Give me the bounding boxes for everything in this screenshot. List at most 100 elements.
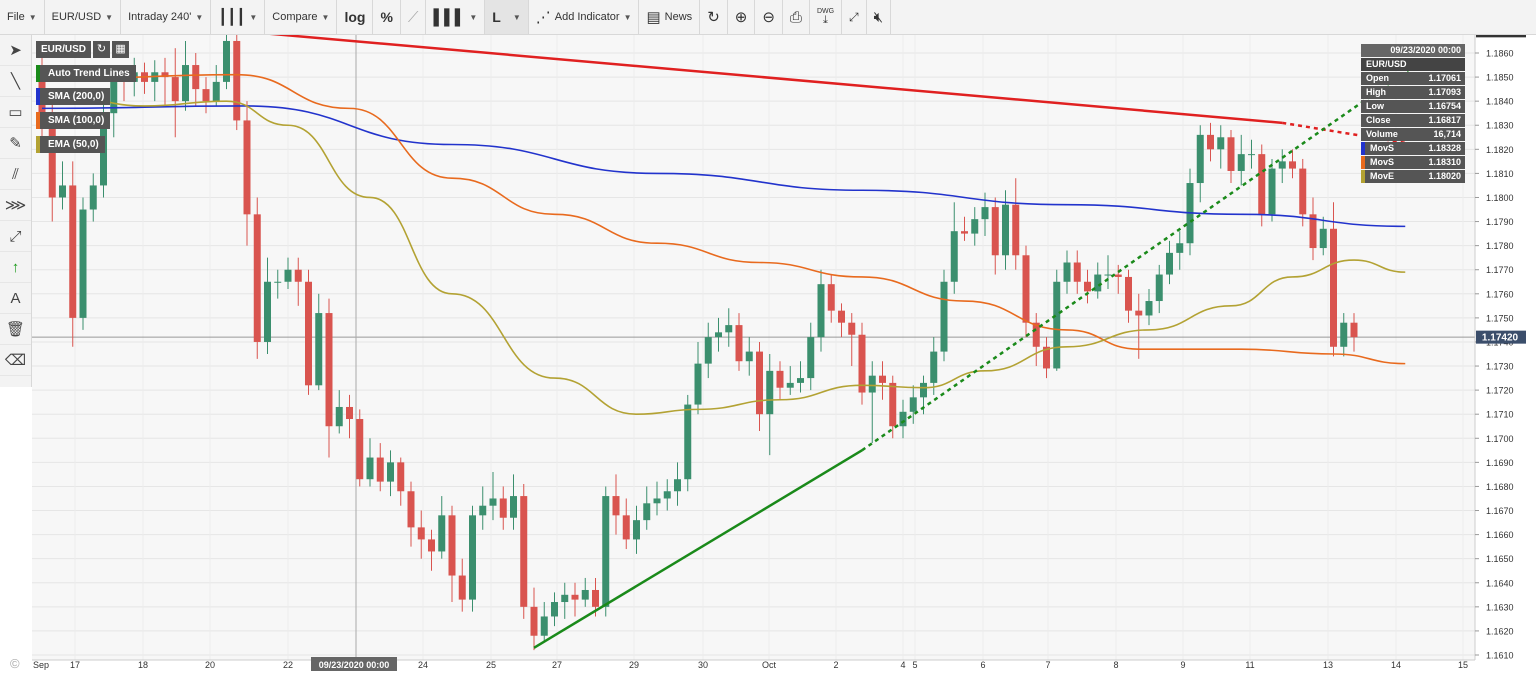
- y-tick-label: 1.1670: [1486, 506, 1514, 516]
- file-menu[interactable]: File ▼: [0, 0, 45, 34]
- svg-text:1.17420: 1.17420: [1482, 333, 1519, 344]
- ohlc-ma-row: MovS 1.18310: [1361, 156, 1465, 169]
- print-button[interactable]: ⎙: [783, 0, 810, 34]
- rectangle-tool[interactable]: ▭: [0, 97, 31, 128]
- candle: [59, 161, 66, 210]
- y-tick-label: 1.1850: [1486, 73, 1514, 83]
- pencil-tool[interactable]: ✎: [0, 128, 31, 159]
- fibonacci-tool[interactable]: ⋙: [0, 190, 31, 221]
- candle: [1145, 288, 1153, 326]
- y-tick-label: 1.1640: [1486, 578, 1514, 588]
- candle: [940, 269, 948, 362]
- ohlc-value: 16,714: [1433, 129, 1461, 139]
- interval-label: Intraday 240': [128, 11, 192, 23]
- up-arrow-tool[interactable]: ↑: [0, 252, 31, 283]
- mute-button[interactable]: 🔇︎: [867, 0, 892, 34]
- y-tick-label: 1.1820: [1486, 145, 1514, 155]
- chevron-down-icon: ▼: [512, 12, 521, 22]
- candle: [950, 202, 958, 294]
- ohlc-value: 1.17093: [1428, 87, 1461, 97]
- candle: [674, 462, 681, 506]
- text-tool[interactable]: A: [0, 283, 31, 314]
- settings-icon[interactable]: ▦: [112, 41, 130, 58]
- candle: [510, 474, 517, 530]
- line-tool[interactable]: ╲: [0, 66, 31, 97]
- fit-button[interactable]: ⟋: [401, 0, 427, 34]
- candle: [161, 57, 169, 106]
- ohlc-ma-row: MovE 1.18020: [1361, 170, 1465, 183]
- zoom-out-button[interactable]: ⊖: [755, 0, 783, 34]
- compare-menu[interactable]: Compare ▼: [265, 0, 338, 34]
- legend-sma-100[interactable]: SMA (100,0): [36, 112, 111, 129]
- candle: [766, 354, 774, 456]
- text-icon: A: [10, 289, 21, 307]
- candle: [530, 587, 538, 651]
- candle: [469, 505, 476, 612]
- eraser-tool[interactable]: ⌫: [0, 345, 31, 376]
- trend-line[interactable]: [236, 29, 1283, 125]
- news-button[interactable]: ▤ News: [639, 0, 701, 34]
- parallel-lines-tool[interactable]: ⫽: [0, 159, 31, 190]
- legend-auto-trend-lines[interactable]: Auto Trend Lines: [36, 65, 136, 82]
- candle: [551, 592, 558, 627]
- y-tick-label: 1.1810: [1486, 169, 1514, 179]
- trash-tool[interactable]: 🗑︎: [0, 314, 31, 345]
- chevron-down-icon: ▼: [195, 12, 204, 22]
- legend-sma-200[interactable]: SMA (200,0): [36, 88, 111, 105]
- zoom-in-button[interactable]: ⊕: [728, 0, 756, 34]
- download-dwg-button[interactable]: DWG ⤓: [810, 0, 843, 34]
- trend-line[interactable]: [533, 449, 863, 649]
- candle: [1073, 250, 1081, 294]
- add-indicator-menu[interactable]: ⋰ Add Indicator ▼: [529, 0, 640, 34]
- candle: [1063, 250, 1071, 294]
- y-tick-label: 1.1630: [1486, 602, 1514, 612]
- candle: [1002, 190, 1009, 270]
- ohlc-value: 1.18310: [1428, 157, 1461, 167]
- log-scale-button[interactable]: log: [337, 0, 374, 34]
- drawing-tools-sidebar: ➤ ╲ ▭ ✎ ⫽ ⋙ ⤢ ↑ A 🗑︎ ⌫: [0, 35, 32, 387]
- candle: [1196, 125, 1204, 203]
- y-axis: 1.1610 1.1620 1.1630 1.1640 1.1650 1.1660 1.16…: [1475, 49, 1514, 661]
- chart-type-selector[interactable]: ┃┃┃ ▼: [211, 0, 266, 34]
- candle: [1032, 313, 1040, 367]
- ohlc-row: High 1.17093: [1361, 86, 1465, 99]
- y-tick-label: 1.1800: [1486, 193, 1514, 203]
- x-tick-label: 15: [1458, 660, 1468, 670]
- candle: [581, 577, 589, 607]
- candle: [694, 341, 702, 415]
- news-icon: ▤: [646, 8, 661, 26]
- interval-selector[interactable]: Intraday 240' ▼: [121, 0, 212, 34]
- legend-ema-50[interactable]: EMA (50,0): [36, 136, 105, 153]
- x-tick-label: 29: [629, 660, 639, 670]
- y-tick-label: 1.1680: [1486, 482, 1514, 492]
- refresh-button[interactable]: ↻: [700, 0, 728, 34]
- volume-button[interactable]: ▌▌▌ ▼: [426, 0, 486, 34]
- candle: [1330, 202, 1337, 357]
- x-tick-label: 22: [283, 660, 293, 670]
- zoom-in-icon: ⊕: [734, 8, 748, 26]
- candle: [633, 505, 640, 554]
- line-type-selector[interactable]: L ▼: [485, 0, 529, 34]
- candle: [561, 582, 569, 619]
- pointer-tool[interactable]: ➤: [0, 35, 31, 66]
- x-tick-label: 6: [980, 660, 985, 670]
- refresh-icon[interactable]: ↻: [93, 41, 111, 58]
- trend-line[interactable]: [861, 64, 1417, 452]
- x-tick-label: 11: [1245, 660, 1254, 670]
- arrow-line-tool[interactable]: ⤢: [0, 221, 31, 252]
- percent-scale-button[interactable]: %: [373, 0, 401, 34]
- x-tick-label: Sep: [33, 660, 49, 670]
- candle: [725, 308, 733, 347]
- y-tick-label: 1.1860: [1486, 49, 1514, 59]
- fullscreen-button[interactable]: ⤢: [842, 0, 867, 34]
- symbol-selector[interactable]: EUR/USD ▼: [45, 0, 122, 34]
- x-tick-label: 24: [418, 660, 428, 670]
- candle: [223, 33, 230, 90]
- candle: [335, 390, 343, 434]
- ohlc-label: Close: [1366, 115, 1391, 125]
- refresh-icon: ↻: [707, 8, 720, 26]
- chevron-down-icon: ▼: [105, 12, 114, 22]
- candle: [1237, 134, 1245, 186]
- candle: [807, 322, 815, 391]
